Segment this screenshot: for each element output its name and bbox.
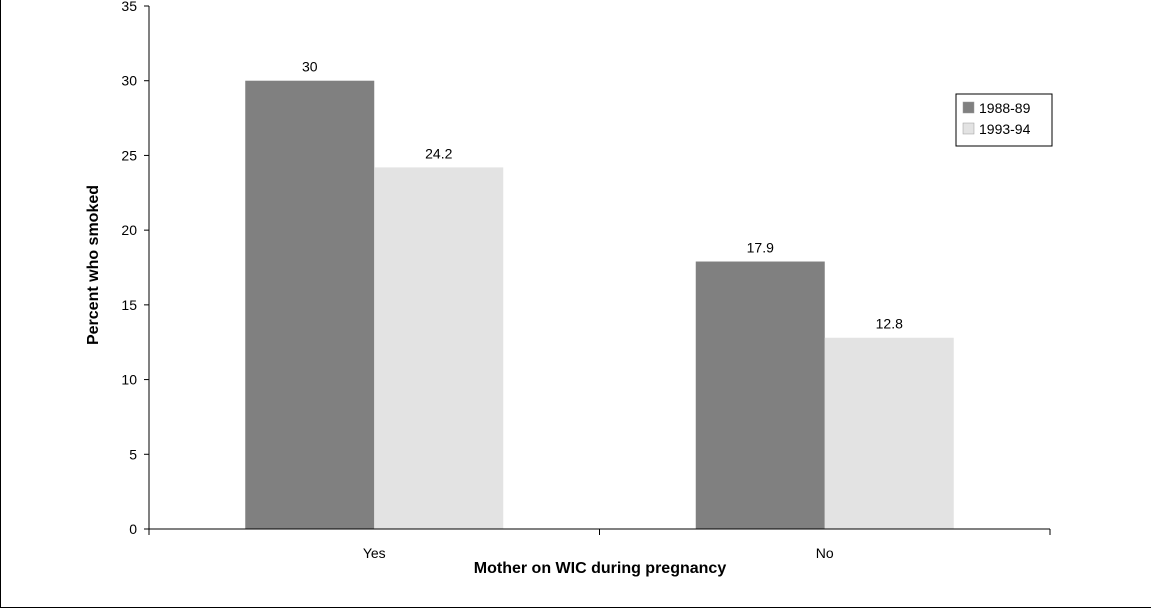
y-tick-label: 10 — [121, 372, 137, 388]
bar — [245, 80, 375, 529]
bar-value-label: 12.8 — [876, 316, 903, 332]
legend: 1988-89 1993-94 — [955, 93, 1053, 147]
legend-label: 1988-89 — [979, 100, 1031, 116]
y-tick-label: 0 — [129, 521, 137, 537]
y-tick-label: 30 — [121, 73, 137, 89]
bar-value-label: 17.9 — [747, 240, 774, 256]
bar — [695, 261, 825, 529]
y-ticks: 0 5 10 15 20 25 30 35 — [121, 0, 149, 537]
category-labels: Yes No — [363, 545, 834, 561]
x-ticks — [148, 529, 1051, 535]
bars-group — [245, 80, 954, 529]
value-labels: 30 24.2 17.9 12.8 — [302, 59, 903, 332]
y-tick-label: 20 — [121, 222, 137, 238]
y-axis-title: Percent who smoked — [85, 185, 102, 345]
bar — [824, 337, 954, 529]
y-tick-label: 15 — [121, 297, 137, 313]
legend-label: 1993-94 — [979, 121, 1031, 137]
x-category-label: Yes — [363, 545, 386, 561]
x-category-label: No — [816, 545, 834, 561]
legend-swatch — [962, 101, 975, 114]
y-tick-label: 35 — [121, 0, 137, 14]
x-axis-title: Mother on WIC during pregnancy — [474, 560, 727, 577]
y-tick-label: 25 — [121, 147, 137, 163]
bar-value-label: 30 — [302, 59, 318, 75]
bar — [374, 167, 504, 529]
legend-swatch — [962, 122, 975, 135]
y-tick-label: 5 — [129, 446, 137, 462]
bar-value-label: 24.2 — [425, 145, 452, 161]
